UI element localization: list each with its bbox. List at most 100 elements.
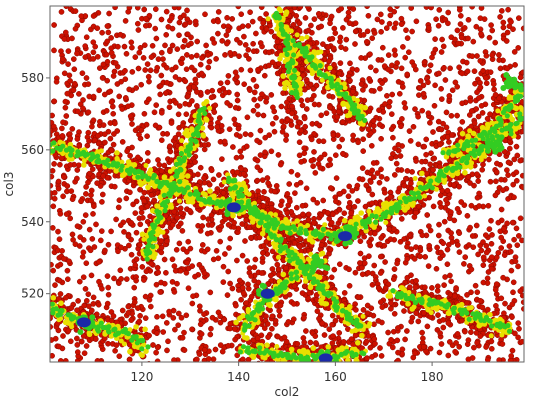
data-point — [477, 58, 484, 64]
data-point — [192, 18, 199, 25]
data-point — [378, 353, 385, 359]
data-point — [369, 191, 376, 198]
data-point — [99, 285, 105, 292]
data-point — [155, 269, 162, 276]
data-point — [326, 326, 333, 333]
data-point — [466, 242, 472, 248]
data-point — [99, 75, 106, 81]
data-point — [188, 54, 195, 60]
data-point — [76, 91, 82, 97]
data-point — [359, 176, 366, 183]
data-point — [196, 351, 203, 357]
data-point — [531, 110, 536, 115]
data-point — [363, 182, 370, 189]
data-point — [303, 106, 310, 112]
data-point — [275, 152, 282, 158]
data-point — [458, 199, 465, 205]
data-point — [177, 205, 184, 212]
data-point — [144, 203, 151, 210]
data-point — [97, 237, 104, 244]
data-point — [51, 195, 58, 202]
data-point — [456, 7, 463, 13]
data-point — [242, 131, 249, 137]
data-point — [358, 81, 365, 87]
data-point — [51, 161, 57, 167]
data-point — [398, 123, 404, 130]
data-point — [90, 294, 97, 301]
data-point — [464, 292, 470, 298]
data-point — [443, 124, 450, 131]
data-point — [222, 52, 228, 58]
data-point — [69, 35, 75, 42]
data-point — [390, 276, 397, 282]
data-point — [483, 344, 489, 350]
data-point — [81, 350, 88, 357]
data-point — [501, 252, 508, 258]
data-point — [166, 308, 172, 315]
data-point — [254, 373, 259, 378]
data-point — [197, 228, 204, 234]
data-point — [448, 132, 455, 138]
data-point — [133, 229, 140, 236]
data-point — [445, 20, 451, 27]
data-point — [393, 160, 400, 167]
data-point — [465, 35, 471, 42]
data-point — [115, 204, 122, 211]
data-point — [509, 347, 516, 354]
data-point — [254, 157, 261, 164]
data-point — [220, 189, 227, 196]
data-point — [525, 93, 530, 98]
data-point — [85, 179, 91, 186]
data-point — [454, 83, 461, 90]
data-point — [396, 90, 403, 97]
data-point — [347, 77, 353, 84]
data-point — [248, 273, 254, 279]
data-point — [299, 102, 306, 109]
data-point — [430, 203, 437, 210]
data-point — [244, 114, 251, 121]
data-point — [293, 13, 300, 19]
data-point — [245, 46, 252, 53]
data-point — [136, 49, 143, 56]
data-point — [452, 348, 458, 355]
data-point — [184, 93, 191, 100]
data-point — [469, 233, 476, 239]
data-point — [180, 43, 186, 50]
data-point — [217, 238, 224, 245]
data-point — [453, 340, 459, 346]
data-point — [425, 79, 431, 86]
data-point — [112, 347, 118, 354]
data-point — [242, 238, 248, 244]
data-point — [373, 67, 379, 74]
data-point — [390, 134, 396, 141]
data-point — [90, 39, 97, 46]
data-point — [103, 107, 110, 114]
data-point — [413, 310, 420, 317]
data-point — [50, 167, 56, 174]
data-point — [388, 111, 395, 117]
data-point — [409, 169, 415, 175]
data-point — [438, 96, 445, 102]
data-point — [385, 52, 392, 58]
data-point — [242, 42, 249, 48]
data-point — [278, 103, 285, 110]
data-point — [413, 158, 419, 164]
data-point — [169, 256, 176, 263]
data-point — [153, 102, 160, 108]
data-point — [379, 44, 386, 51]
data-point — [510, 26, 516, 33]
data-point — [299, 290, 306, 296]
data-point — [144, 133, 150, 140]
data-point — [456, 64, 462, 71]
data-point — [176, 76, 183, 83]
data-point — [330, 211, 336, 218]
data-point — [378, 174, 385, 180]
data-point — [112, 60, 119, 66]
data-point — [224, 292, 231, 298]
data-point — [53, 78, 60, 85]
data-point — [504, 220, 510, 227]
data-point — [147, 67, 154, 74]
data-point — [144, 150, 151, 156]
data-point — [106, 10, 112, 17]
data-point — [154, 358, 161, 362]
